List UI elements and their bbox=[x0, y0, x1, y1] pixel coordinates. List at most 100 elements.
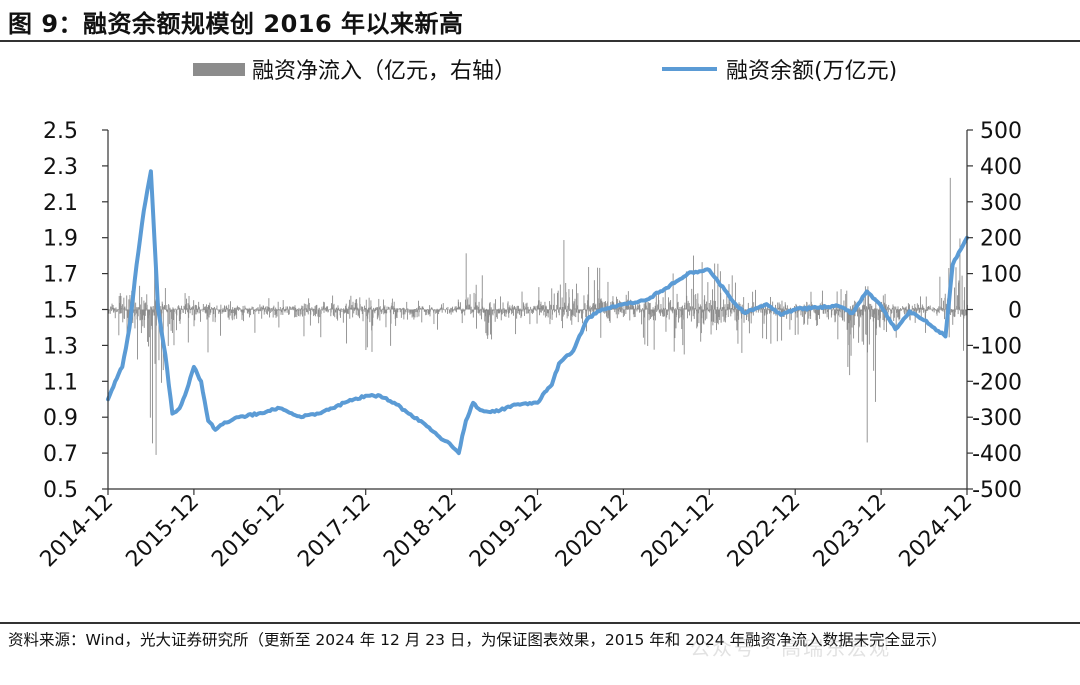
net-inflow-bar bbox=[500, 308, 502, 310]
net-inflow-bar bbox=[365, 308, 366, 310]
net-inflow-bar bbox=[931, 309, 933, 311]
net-inflow-bar bbox=[945, 308, 947, 310]
net-inflow-bar bbox=[429, 309, 431, 312]
net-inflow-bar bbox=[120, 309, 122, 314]
net-inflow-bar bbox=[154, 266, 156, 310]
net-inflow-bar bbox=[659, 309, 661, 314]
net-inflow-bar bbox=[887, 306, 889, 310]
net-inflow-bar bbox=[442, 303, 444, 310]
net-inflow-bar bbox=[587, 309, 589, 318]
net-inflow-bar bbox=[524, 309, 525, 316]
net-inflow-bar bbox=[674, 309, 676, 339]
net-inflow-bar bbox=[200, 309, 202, 311]
net-inflow-bar bbox=[510, 308, 512, 310]
net-inflow-bar bbox=[384, 309, 386, 314]
net-inflow-bar bbox=[282, 309, 284, 315]
net-inflow-bar bbox=[406, 309, 408, 320]
net-inflow-bar bbox=[144, 303, 146, 310]
net-inflow-bar bbox=[572, 289, 573, 310]
net-inflow-bar bbox=[941, 297, 943, 310]
net-inflow-bar bbox=[292, 309, 294, 311]
net-inflow-bar bbox=[544, 306, 546, 310]
net-inflow-bar bbox=[336, 309, 338, 319]
net-inflow-bar bbox=[404, 309, 406, 311]
net-inflow-bar bbox=[119, 293, 121, 310]
net-inflow-bar bbox=[864, 286, 866, 310]
net-inflow-bar bbox=[962, 309, 964, 316]
net-inflow-bar bbox=[120, 295, 122, 310]
net-inflow-bar bbox=[646, 307, 648, 310]
x-tick-label: 2022-12 bbox=[723, 490, 806, 573]
net-inflow-bar bbox=[169, 309, 171, 325]
net-inflow-bar bbox=[705, 309, 707, 311]
watermark: 公众号 · 高瑞东宏观 bbox=[690, 636, 892, 660]
net-inflow-bar bbox=[229, 309, 231, 316]
net-inflow-bar bbox=[562, 309, 564, 317]
net-inflow-bar bbox=[857, 309, 858, 317]
left-tick-label: 1.1 bbox=[43, 370, 78, 395]
net-inflow-bar bbox=[697, 309, 698, 327]
net-inflow-bar bbox=[567, 309, 569, 317]
net-inflow-bar bbox=[122, 309, 124, 319]
net-inflow-bar bbox=[593, 280, 595, 310]
net-inflow-bar bbox=[178, 306, 180, 310]
net-inflow-bar bbox=[358, 308, 360, 310]
net-inflow-bar bbox=[814, 309, 816, 314]
net-inflow-bar bbox=[137, 309, 139, 317]
net-inflow-bar bbox=[367, 309, 369, 315]
net-inflow-bar bbox=[922, 306, 924, 310]
net-inflow-bar bbox=[249, 309, 250, 318]
net-inflow-bar bbox=[876, 309, 877, 329]
left-tick-label: 1.9 bbox=[43, 227, 78, 252]
net-inflow-bar bbox=[433, 309, 435, 325]
net-inflow-bar bbox=[596, 308, 597, 310]
net-inflow-bar bbox=[850, 309, 852, 312]
net-inflow-bar bbox=[868, 306, 870, 310]
net-inflow-bar bbox=[424, 309, 426, 312]
net-inflow-bar bbox=[941, 307, 943, 310]
net-inflow-bar bbox=[753, 302, 755, 310]
legend-bar-swatch bbox=[193, 63, 245, 76]
net-inflow-bar bbox=[278, 309, 280, 311]
net-inflow-bar bbox=[534, 306, 535, 310]
net-inflow-bar bbox=[324, 307, 326, 310]
net-inflow-bar bbox=[781, 309, 783, 341]
net-inflow-bar bbox=[727, 304, 729, 310]
net-inflow-bar bbox=[825, 309, 827, 314]
net-inflow-bar bbox=[144, 309, 146, 316]
net-inflow-bar bbox=[960, 309, 962, 317]
net-inflow-bar bbox=[115, 307, 117, 310]
net-inflow-bar bbox=[375, 309, 377, 311]
net-inflow-bar bbox=[533, 309, 534, 313]
net-inflow-bar bbox=[391, 298, 393, 310]
net-inflow-bar bbox=[205, 306, 206, 310]
net-inflow-bar bbox=[241, 309, 243, 316]
net-inflow-bar bbox=[768, 309, 770, 314]
net-inflow-bar bbox=[514, 305, 515, 310]
net-inflow-bar bbox=[260, 306, 262, 310]
net-inflow-bar bbox=[376, 307, 378, 310]
net-inflow-bar bbox=[158, 309, 160, 361]
net-inflow-bar bbox=[731, 308, 732, 310]
net-inflow-bar bbox=[263, 309, 265, 315]
net-inflow-bar bbox=[950, 309, 952, 312]
net-inflow-bar bbox=[386, 309, 388, 314]
net-inflow-bar bbox=[666, 309, 668, 318]
net-inflow-bar bbox=[647, 309, 649, 315]
net-inflow-bar bbox=[647, 302, 649, 310]
net-inflow-bar bbox=[575, 309, 577, 318]
net-inflow-bar bbox=[540, 309, 542, 313]
net-inflow-bar bbox=[708, 302, 710, 310]
net-inflow-bar bbox=[926, 306, 928, 310]
net-inflow-bar bbox=[914, 309, 915, 311]
net-inflow-bar bbox=[710, 309, 712, 335]
net-inflow-bar bbox=[810, 309, 812, 319]
net-inflow-bar bbox=[957, 309, 959, 315]
net-inflow-bar bbox=[964, 287, 966, 310]
net-inflow-bar bbox=[940, 309, 942, 311]
net-inflow-bar bbox=[641, 309, 643, 311]
net-inflow-bar bbox=[442, 308, 443, 310]
net-inflow-bar bbox=[110, 306, 112, 310]
net-inflow-bar bbox=[619, 307, 621, 310]
net-inflow-bar bbox=[429, 305, 431, 310]
